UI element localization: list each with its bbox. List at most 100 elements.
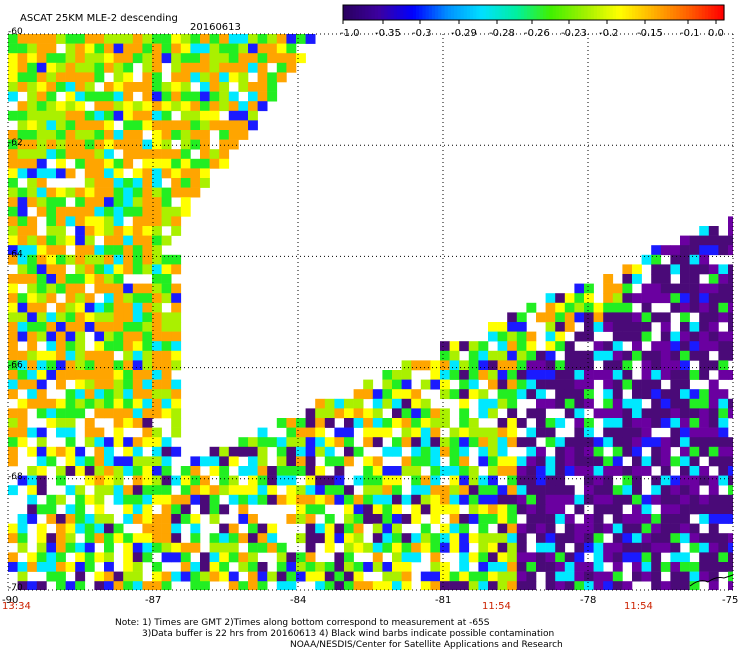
wind-cell [708,283,719,294]
wind-cell [440,581,450,590]
wind-cell [632,514,642,524]
wind-cell [459,408,470,419]
wind-cell [171,331,182,342]
wind-cell [104,485,114,496]
wind-cell [296,53,306,64]
wind-cell [555,312,566,323]
wind-cell [622,360,633,371]
wind-cell [132,360,143,371]
wind-cell [440,360,450,371]
wind-cell [632,562,642,572]
wind-cell [718,437,729,448]
wind-cell [334,398,345,409]
wind-cell [276,446,287,457]
wind-cell [27,360,38,371]
wind-cell [468,485,479,496]
wind-cell [363,466,374,476]
wind-cell [8,293,18,304]
wind-cell [449,485,460,496]
wind-cell [171,120,182,131]
wind-cell [363,485,374,496]
wind-cell [708,523,719,534]
wind-cell [94,62,105,73]
wind-cell [689,293,700,304]
wind-cell [17,43,28,54]
wind-cell [27,254,38,265]
wind-cell [641,350,652,361]
wind-cell [728,542,733,553]
wind-cell [190,456,201,467]
wind-cell [593,466,604,476]
wind-cell [94,302,105,313]
wind-cell [440,523,450,534]
wind-cell [56,370,66,380]
wind-cell [104,120,114,131]
wind-cell [190,101,201,112]
wind-cell [171,475,182,486]
wind-cell [36,542,47,553]
wind-cell [161,494,172,505]
wind-cell [132,581,143,590]
colorbar-segment [355,5,360,20]
wind-cell [507,514,518,524]
wind-cell [8,110,18,121]
wind-cell [401,437,412,448]
wind-cell [593,456,604,467]
colorbar-segment [393,5,398,20]
wind-cell [267,466,278,476]
wind-cell [382,446,393,457]
wind-cell [574,466,585,476]
wind-cell [46,34,57,44]
wind-cell [36,130,47,140]
wind-cell [545,322,556,332]
wind-cell [8,302,18,313]
wind-cell [708,571,719,582]
colorbar-segment [476,5,481,20]
wind-cell [142,235,153,246]
wind-cell [612,322,623,332]
wind-cell [94,72,105,83]
colorbar-segment [689,5,693,20]
latitude-label: -68 [8,472,23,482]
wind-cell [161,322,172,332]
wind-cell [574,370,585,380]
wind-cell [497,389,508,400]
wind-cell [507,389,518,400]
wind-cell [104,446,114,457]
wind-cell [248,581,258,590]
wind-cell [142,379,153,390]
wind-cell [526,571,537,582]
wind-cell [94,34,105,44]
wind-cell [699,446,710,457]
wind-cell [622,350,633,361]
colorbar-segment [501,5,506,20]
wind-cell [516,542,527,553]
wind-cell [123,197,134,208]
wind-cell [219,552,230,563]
wind-cell [603,283,614,294]
wind-cell [219,523,230,534]
wind-cell [526,427,537,438]
wind-cell [27,149,38,160]
wind-cell [65,293,76,304]
wind-cell [468,341,479,352]
wind-cell [507,350,518,361]
wind-cell [27,110,38,121]
wind-cell [574,562,585,572]
wind-cell [123,571,134,582]
wind-cell [84,389,95,400]
time-label-2: 11:54 [482,601,511,612]
wind-cell [36,110,47,121]
wind-cell [526,581,537,590]
wind-cell [36,312,47,323]
wind-cell [324,485,335,496]
wind-cell [353,475,364,486]
wind-cell [132,331,143,342]
wind-cell [670,245,681,256]
wind-cell [680,302,690,313]
wind-cell [17,302,28,313]
wind-cell [632,475,642,486]
wind-cell [56,149,66,160]
wind-cell [8,446,18,457]
colorbar-segment [495,5,500,20]
